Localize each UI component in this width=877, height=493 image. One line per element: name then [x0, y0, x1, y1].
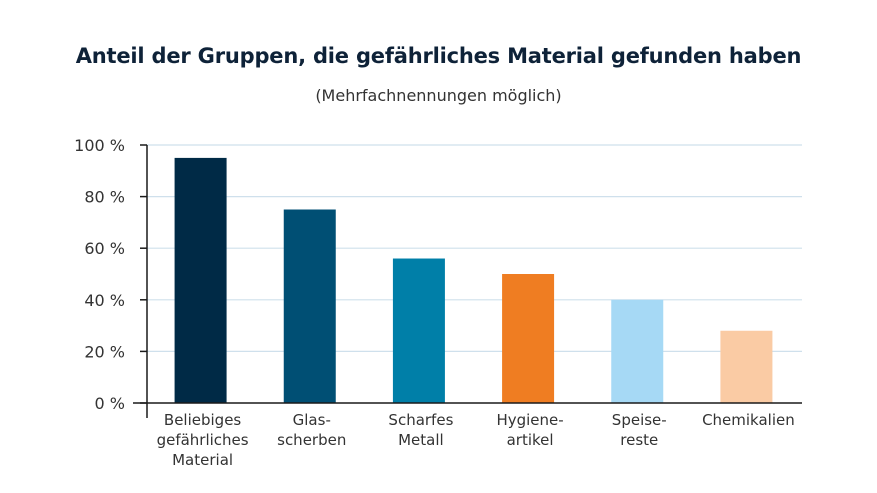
x-tick-label-line: Hygiene- [496, 411, 563, 429]
bar [611, 299, 664, 403]
x-tick-label-line: Beliebiges [164, 411, 242, 429]
y-tick-label: 40 % [84, 291, 125, 310]
x-tick-label: Chemikalien [702, 411, 795, 429]
x-tick-label: Scharfes Metall [388, 411, 453, 449]
bar [283, 209, 336, 403]
y-tick-label: 0 % [95, 394, 125, 413]
y-tick-label: 80 % [84, 188, 125, 207]
x-tick-label-line: artikel [507, 431, 554, 449]
bar [502, 274, 555, 403]
y-tick-label: 100 % [74, 136, 125, 155]
y-tick-label: 60 % [84, 239, 125, 258]
bars [174, 157, 773, 403]
x-tick-label-line: scherben [277, 431, 346, 449]
bar [174, 157, 227, 403]
x-tick-label: Beliebiges gefährliches Material [157, 411, 249, 469]
x-tick-label-line: Scharfes [388, 411, 453, 429]
gridlines [147, 144, 802, 352]
y-tick-label: 20 % [84, 342, 125, 361]
bar [720, 330, 773, 403]
x-tick-label: Speise-reste [612, 411, 667, 449]
x-tick-label-line: gefährliches [157, 431, 249, 449]
y-axis-ticks: 0 % 20 % 40 % 60 % 80 % 100 % [74, 136, 125, 413]
x-tick-label-line: reste [620, 431, 658, 449]
x-tick-label: Glas-scherben [277, 411, 346, 449]
bar [392, 258, 445, 403]
x-tick-label-line: Metall [398, 431, 444, 449]
chart-subtitle: (Mehrfachnennungen möglich) [315, 86, 562, 105]
x-axis-labels: Beliebiges gefährliches Material Glas-scher… [157, 411, 795, 469]
x-tick-label-line: Glas- [293, 411, 331, 429]
chart-title: Anteil der Gruppen, die gefährliches Mat… [75, 44, 802, 68]
x-tick-label-line: Material [172, 451, 233, 469]
x-tick-label-line: Speise- [612, 411, 667, 429]
axes [133, 144, 802, 418]
x-tick-label-line: Chemikalien [702, 411, 795, 429]
x-tick-label: Hygiene-artikel [496, 411, 563, 449]
